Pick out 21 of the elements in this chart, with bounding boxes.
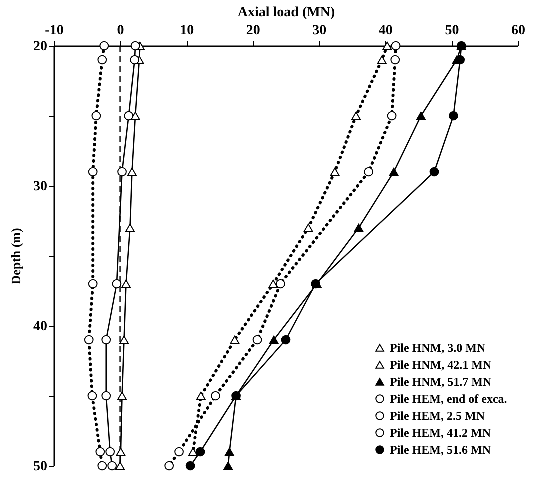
- x-tick-label: 20: [246, 24, 260, 38]
- legend-label: Pile HEM, 2.5 MN: [390, 409, 486, 423]
- x-tick-label: 0: [117, 24, 124, 38]
- y-tick-label: 30: [34, 180, 48, 194]
- legend-label: Pile HEM, end of exca.: [390, 392, 508, 406]
- x-tick-label: -10: [45, 24, 64, 38]
- x-tick-label: 40: [378, 24, 393, 38]
- legend-label: Pile HNM, 42.1 MN: [390, 358, 492, 372]
- x-tick-label: 60: [512, 24, 526, 38]
- y-tick-label: 40: [34, 320, 48, 334]
- legend-label: Pile HEM, 41.2 MN: [390, 426, 492, 440]
- legend-label: Pile HNM, 3.0 MN: [390, 341, 486, 355]
- x-tick-label: 30: [312, 24, 327, 38]
- x-tick-label: 10: [180, 24, 194, 38]
- y-tick-label: 50: [34, 460, 48, 474]
- y-tick-label: 20: [34, 40, 48, 54]
- y-axis-title: Depth (m): [8, 228, 24, 285]
- x-axis-title: Axial load (MN): [238, 6, 336, 20]
- legend-label: Pile HNM, 51.7 MN: [390, 375, 492, 389]
- legend-label: Pile HEM, 51.6 MN: [390, 443, 492, 457]
- x-tick-label: 50: [445, 24, 460, 38]
